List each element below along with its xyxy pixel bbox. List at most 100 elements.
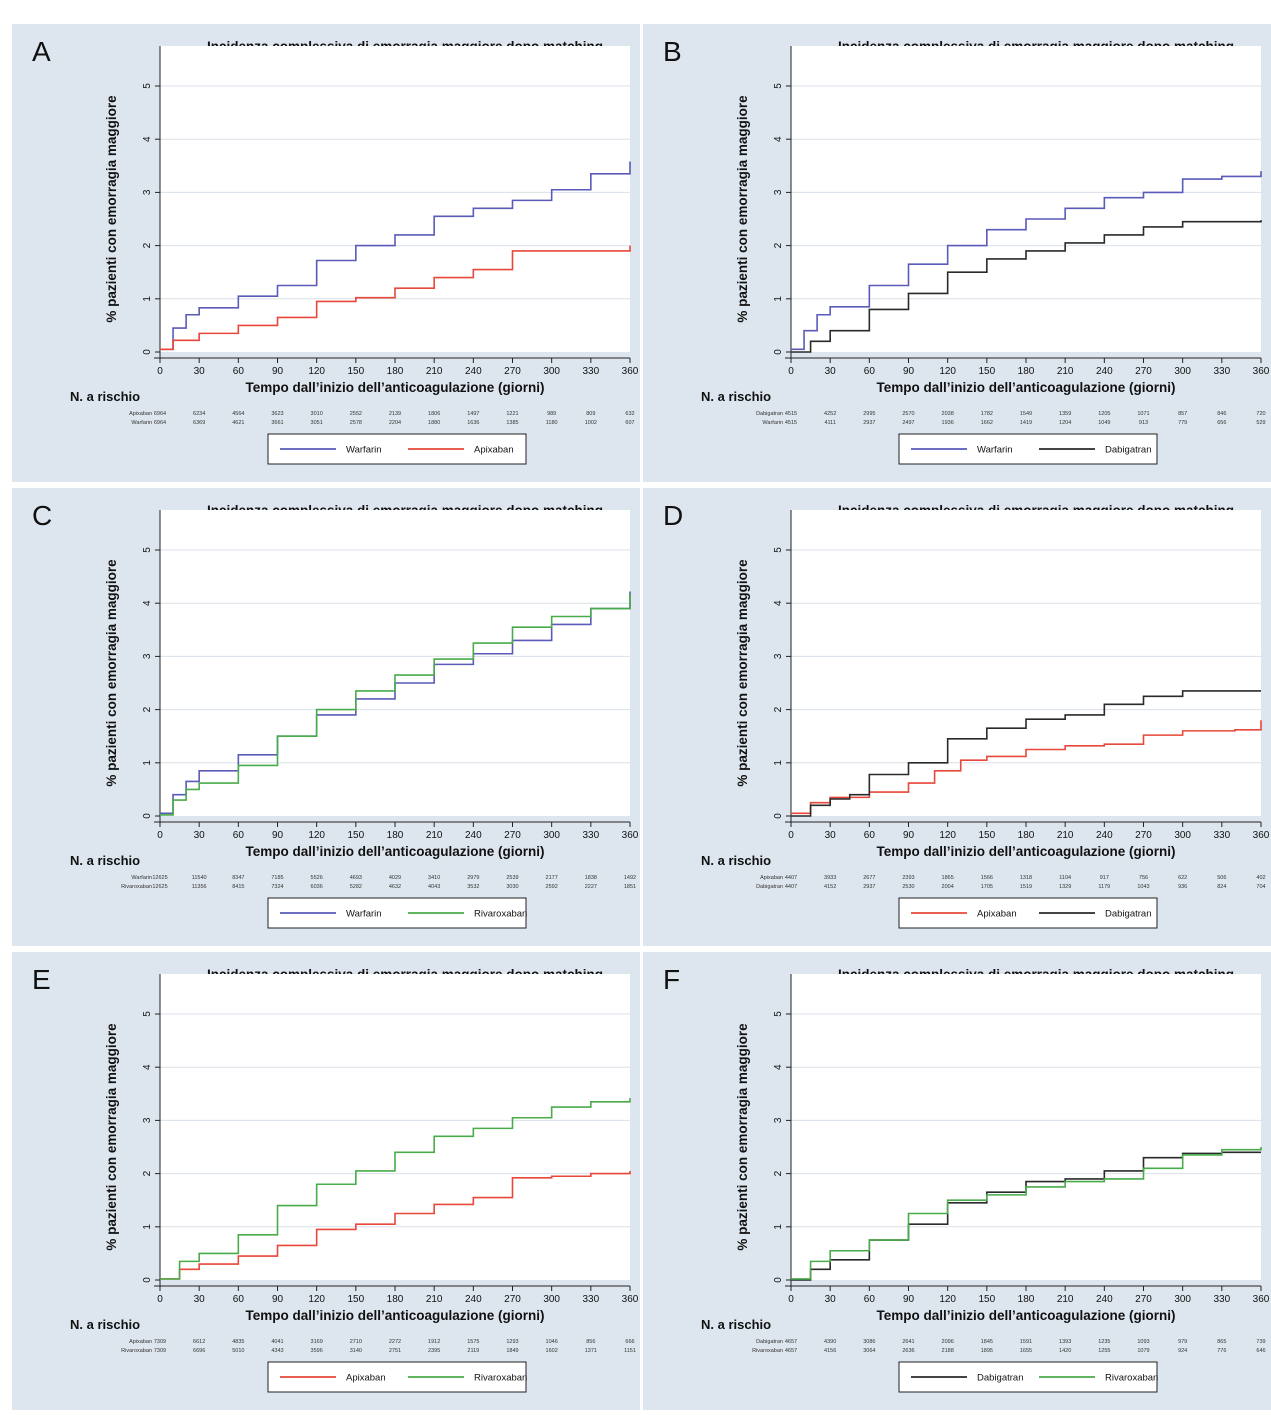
risk-value: 1151 — [624, 1348, 636, 1354]
risk-value: 1912 — [428, 1339, 440, 1345]
y-axis-label: % pazienti con emorragia maggiore — [104, 95, 119, 323]
x-tick-label: 300 — [1174, 366, 1191, 377]
risk-value: 4029 — [389, 875, 401, 881]
x-tick-label: 60 — [233, 830, 245, 841]
risk-value: 8347 — [232, 875, 244, 881]
risk-value: 5282 — [350, 884, 362, 890]
panel-letter: F — [663, 964, 681, 995]
x-axis-label: Tempo dall’inizio dell’anticoagulazione … — [876, 1308, 1175, 1323]
risk-value: 12625 — [152, 875, 167, 881]
x-tick-label: 150 — [347, 1294, 364, 1305]
risk-value: 4632 — [389, 884, 401, 890]
x-tick-label: 90 — [903, 1294, 915, 1305]
risk-value: 1566 — [981, 875, 993, 881]
plot-area — [791, 974, 1261, 1280]
risk-value: 1591 — [1020, 1339, 1032, 1345]
legend-label: Rivaroxaban — [474, 1373, 527, 1384]
risk-value: 1046 — [546, 1339, 558, 1345]
risk-value: 3064 — [863, 1348, 875, 1354]
x-tick-label: 240 — [1096, 366, 1113, 377]
x-tick-label: 270 — [504, 1294, 521, 1305]
x-tick-label: 270 — [504, 366, 521, 377]
risk-value: 913 — [1139, 420, 1148, 426]
risk-value: 1002 — [585, 420, 597, 426]
x-tick-label: 240 — [1096, 1294, 1113, 1305]
x-tick-label: 180 — [1018, 830, 1035, 841]
risk-value: 4041 — [271, 1339, 283, 1345]
y-tick-label: 2 — [773, 1170, 784, 1176]
y-tick-label: 3 — [142, 653, 153, 659]
risk-value: 646 — [1256, 1348, 1265, 1354]
risk-value: 2227 — [585, 884, 597, 890]
risk-row-label: Apixaban — [129, 411, 152, 417]
chart-svg: Incidenza complessiva di emorragia maggi… — [70, 39, 639, 465]
risk-value: 1419 — [1020, 420, 1032, 426]
plot-area — [791, 510, 1261, 816]
y-axis-label: % pazienti con emorragia maggiore — [735, 559, 750, 787]
x-tick-label: 90 — [903, 366, 915, 377]
risk-value: 4152 — [824, 884, 836, 890]
risk-value: 1705 — [981, 884, 993, 890]
x-tick-label: 360 — [1253, 1294, 1270, 1305]
legend-label: Rivaroxaban — [1105, 1373, 1158, 1384]
risk-value: 2636 — [902, 1348, 914, 1354]
risk-value: 756 — [1139, 875, 1148, 881]
series-line-rivaroxaban — [791, 1147, 1262, 1280]
x-tick-label: 90 — [903, 830, 915, 841]
chart-svg: Incidenza complessiva di emorragia maggi… — [701, 503, 1270, 929]
x-tick-label: 210 — [426, 830, 443, 841]
x-tick-label: 60 — [233, 1294, 245, 1305]
series-line-dabigatran — [791, 690, 1261, 817]
x-tick-label: 150 — [978, 366, 995, 377]
panel-letter: A — [32, 36, 51, 67]
chart-svg: Incidenza complessiva di emorragia maggi… — [70, 967, 639, 1393]
risk-value: 1393 — [1059, 1339, 1071, 1345]
risk-value: 776 — [1217, 1348, 1226, 1354]
risk-value: 1079 — [1137, 1348, 1149, 1354]
risk-table-title: N. a rischio — [701, 853, 771, 868]
risk-value: 4564 — [232, 411, 244, 417]
risk-value: 2641 — [902, 1339, 914, 1345]
risk-value: 739 — [1256, 1339, 1265, 1345]
risk-value: 4515 — [785, 420, 797, 426]
x-tick-label: 120 — [939, 1294, 956, 1305]
y-tick-label: 0 — [773, 813, 784, 819]
x-tick-label: 120 — [939, 830, 956, 841]
y-tick-label: 5 — [142, 83, 153, 89]
risk-value: 1865 — [942, 875, 954, 881]
x-tick-label: 360 — [622, 830, 639, 841]
risk-row-label: Dabigatran — [756, 1339, 783, 1345]
risk-value: 6696 — [193, 1348, 205, 1354]
risk-value: 4407 — [785, 875, 797, 881]
x-tick-label: 180 — [387, 1294, 404, 1305]
y-tick-label: 0 — [142, 1277, 153, 1283]
y-tick-label: 5 — [773, 1011, 784, 1017]
risk-value: 1204 — [1059, 420, 1071, 426]
y-tick-label: 4 — [773, 136, 784, 142]
risk-value: 6234 — [193, 411, 205, 417]
risk-value: 1093 — [1137, 1339, 1149, 1345]
x-tick-label: 360 — [622, 1294, 639, 1305]
risk-value: 2592 — [546, 884, 558, 890]
y-tick-label: 3 — [142, 1117, 153, 1123]
y-tick-label: 2 — [773, 706, 784, 712]
risk-value: 824 — [1217, 884, 1226, 890]
risk-value: 632 — [625, 411, 634, 417]
x-tick-label: 180 — [387, 830, 404, 841]
risk-value: 989 — [547, 411, 556, 417]
risk-value: 4515 — [785, 411, 797, 417]
risk-value: 2578 — [350, 420, 362, 426]
x-axis-label: Tempo dall’inizio dell’anticoagulazione … — [245, 844, 544, 859]
risk-value: 1851 — [624, 884, 636, 890]
x-tick-label: 180 — [387, 366, 404, 377]
legend-label: Apixaban — [474, 445, 514, 456]
x-tick-label: 120 — [308, 830, 325, 841]
risk-value: 6369 — [193, 420, 205, 426]
risk-value: 2539 — [506, 875, 518, 881]
risk-row-label: Rivaroxaban — [752, 1348, 783, 1354]
risk-value: 779 — [1178, 420, 1187, 426]
y-tick-label: 2 — [142, 706, 153, 712]
risk-value: 1318 — [1020, 875, 1032, 881]
risk-value: 11356 — [192, 884, 207, 890]
